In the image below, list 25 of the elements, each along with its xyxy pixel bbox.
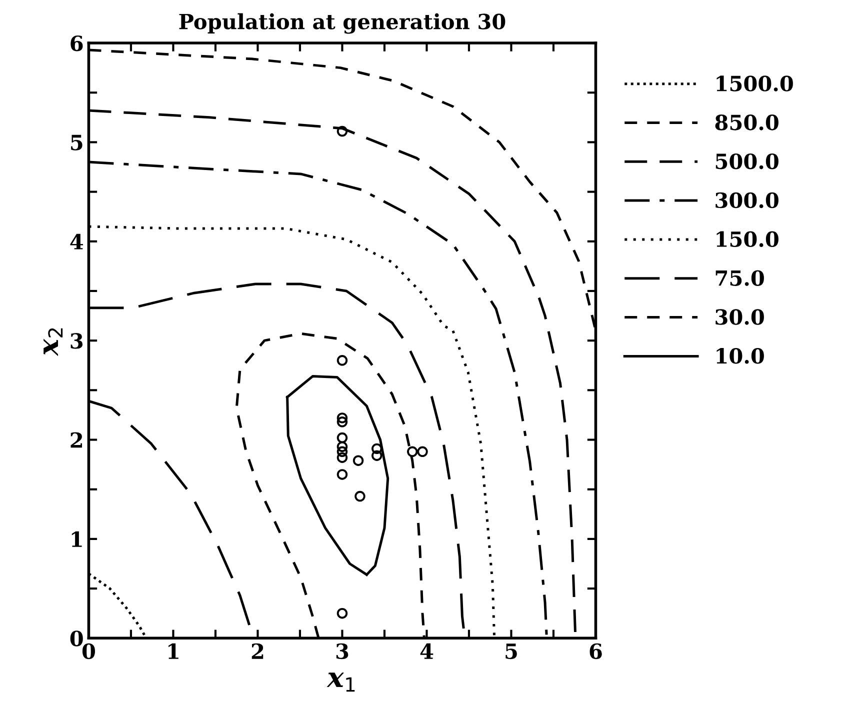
- legend-label: 500.0: [716, 153, 778, 170]
- y-tick-label: 2: [70, 432, 82, 448]
- y-tick-label: 0: [70, 630, 83, 646]
- x-tick-label: 0: [82, 643, 95, 660]
- x-tick-label: 3: [336, 643, 348, 660]
- x-tick-label: 6: [590, 643, 602, 660]
- legend-label: 300.0: [716, 192, 778, 208]
- y-tick-label: 3: [70, 333, 83, 349]
- x-tick-label: 5: [506, 644, 517, 660]
- x-axis-title: x$_{1}$: [326, 672, 355, 692]
- y-tick-label: 5: [71, 134, 82, 150]
- legend-label: 1500.0: [716, 76, 793, 92]
- legend-label: 10.0: [716, 348, 764, 364]
- legend-label: 150.0: [716, 231, 778, 248]
- y-tick-label: 6: [70, 35, 83, 52]
- chart-title: Population at generation 30: [179, 13, 506, 34]
- x-tick-label: 2: [252, 643, 264, 659]
- x-tick-label: 1: [168, 643, 178, 659]
- x-tick-label: 4: [420, 643, 434, 659]
- y-tick-label: 4: [70, 234, 84, 250]
- legend-label: 75.0: [716, 270, 764, 286]
- legend-label: 850.0: [715, 114, 778, 130]
- legend-label: 30.0: [716, 309, 764, 325]
- y-tick-label: 1: [72, 531, 82, 547]
- y-axis-title: x$_{2}$: [44, 328, 63, 356]
